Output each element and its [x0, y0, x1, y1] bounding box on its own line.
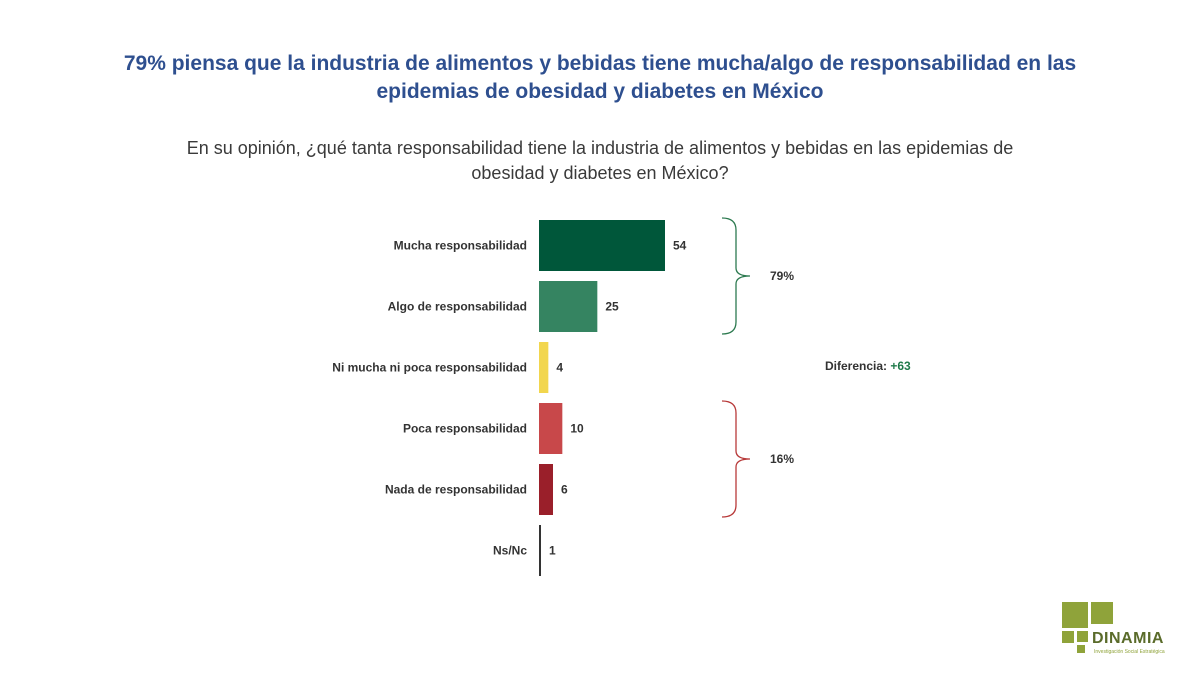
bar [539, 525, 541, 576]
group-total-label: 79% [770, 269, 794, 283]
group-bracket [721, 217, 751, 335]
bar [539, 220, 665, 271]
survey-question: En su opinión, ¿qué tanta responsabilida… [186, 138, 1014, 183]
logo-tagline: Investigación Social Estratégica [1094, 649, 1165, 655]
category-label: Poca responsabilidad [403, 422, 527, 436]
category-label: Ni mucha ni poca responsabilidad [332, 361, 527, 375]
group-bracket [721, 400, 751, 518]
bar [539, 342, 549, 393]
difference-title: Diferencia: [825, 359, 888, 373]
difference-value: +63 [890, 359, 911, 373]
category-label: Nada de responsabilidad [385, 483, 527, 497]
data-label: 1 [549, 544, 556, 558]
logo-name: DINAMIA [1092, 630, 1164, 647]
difference-label: Diferencia: +63 [825, 359, 911, 373]
category-label: Algo de responsabilidad [388, 300, 527, 314]
data-label: 10 [570, 422, 584, 436]
bar [539, 281, 598, 332]
group-total-label: 16% [770, 452, 794, 466]
bar [539, 464, 553, 515]
category-label: Ns/Nc [493, 544, 527, 558]
data-label: 25 [605, 300, 619, 314]
data-label: 6 [561, 483, 568, 497]
dinamia-logo: DINAMIA Investigación Social Estratégica [1060, 600, 1180, 662]
bar [539, 403, 563, 454]
category-label: Mucha responsabilidad [394, 239, 527, 253]
logo-mark-icon [1062, 602, 1113, 653]
data-label: 4 [556, 361, 563, 375]
data-label: 54 [673, 239, 687, 253]
headline: 79% piensa que la industria de alimentos… [123, 52, 1077, 103]
